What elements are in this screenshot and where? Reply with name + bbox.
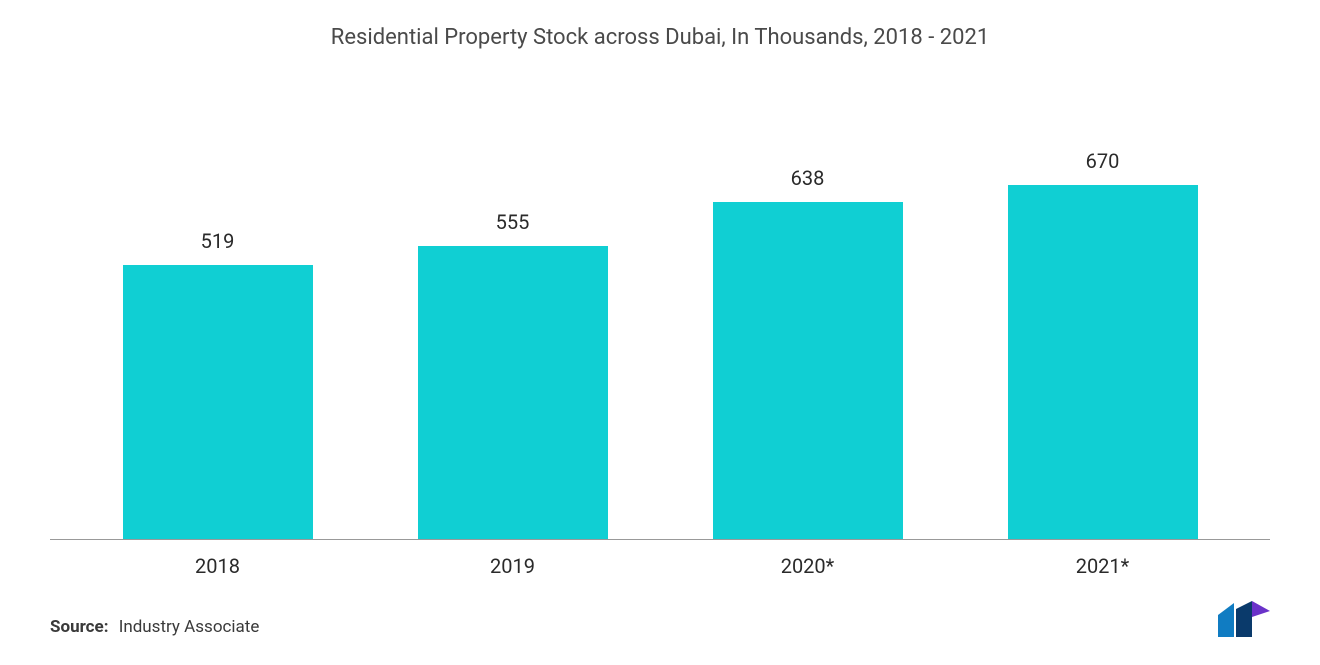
x-axis-label: 2021*: [973, 554, 1233, 578]
source-text: Industry Associate: [119, 617, 260, 637]
bar-group: 555: [383, 210, 643, 539]
bar: [123, 265, 313, 539]
chart-title: Residential Property Stock across Dubai,…: [50, 25, 1270, 50]
bar-group: 519: [88, 229, 348, 539]
chart-footer: Source: Industry Associate: [50, 601, 1270, 637]
source-line: Source: Industry Associate: [50, 617, 259, 637]
chart-plot-area: 519 555 638 670: [50, 110, 1270, 540]
x-axis-labels: 2018 2019 2020* 2021*: [50, 540, 1270, 578]
bar-group: 670: [973, 149, 1233, 539]
brand-logo-icon: [1214, 601, 1270, 637]
bar: [713, 202, 903, 539]
x-axis-label: 2018: [88, 554, 348, 578]
x-axis-label: 2020*: [678, 554, 938, 578]
bar-value-label: 670: [1086, 149, 1120, 173]
bar-value-label: 519: [201, 229, 235, 253]
bar-value-label: 555: [496, 210, 530, 234]
bar-group: 638: [678, 166, 938, 539]
bar: [1008, 185, 1198, 539]
x-axis-label: 2019: [383, 554, 643, 578]
source-label: Source:: [50, 617, 108, 637]
bar-value-label: 638: [791, 166, 825, 190]
bar: [418, 246, 608, 539]
